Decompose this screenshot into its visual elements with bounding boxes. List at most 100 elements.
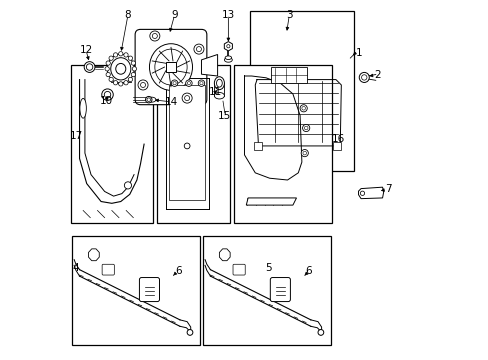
Ellipse shape: [110, 58, 131, 80]
Ellipse shape: [184, 96, 189, 100]
Polygon shape: [201, 54, 217, 76]
Ellipse shape: [226, 45, 229, 48]
Bar: [156, 65, 230, 223]
Ellipse shape: [359, 72, 368, 82]
Text: 5: 5: [265, 262, 272, 273]
Ellipse shape: [106, 72, 110, 77]
Polygon shape: [224, 41, 232, 51]
Text: 10: 10: [100, 96, 113, 106]
Text: 4: 4: [73, 262, 79, 273]
Ellipse shape: [107, 54, 134, 84]
Text: 1: 1: [355, 48, 362, 58]
Ellipse shape: [131, 61, 135, 65]
Ellipse shape: [216, 79, 222, 87]
Text: 14: 14: [164, 97, 177, 107]
Ellipse shape: [200, 82, 203, 85]
Bar: [70, 65, 153, 223]
Ellipse shape: [149, 31, 160, 41]
Bar: [203, 235, 330, 345]
Ellipse shape: [155, 49, 187, 85]
Ellipse shape: [132, 67, 136, 71]
Ellipse shape: [300, 105, 306, 112]
Ellipse shape: [124, 182, 131, 189]
Text: 7: 7: [385, 184, 391, 194]
Text: 2: 2: [373, 70, 380, 80]
Ellipse shape: [86, 64, 93, 70]
Ellipse shape: [123, 53, 128, 57]
Ellipse shape: [80, 98, 86, 118]
Ellipse shape: [214, 77, 224, 90]
Polygon shape: [88, 249, 99, 261]
Text: 13: 13: [221, 10, 235, 20]
Ellipse shape: [106, 61, 110, 65]
Text: 16: 16: [331, 134, 345, 144]
Text: 8: 8: [124, 10, 131, 20]
Ellipse shape: [102, 89, 113, 100]
Text: 17: 17: [69, 131, 82, 141]
Ellipse shape: [303, 151, 306, 155]
Ellipse shape: [109, 56, 113, 60]
Bar: [169, 85, 204, 200]
Bar: [332, 141, 340, 149]
Text: 9: 9: [171, 10, 178, 20]
Ellipse shape: [131, 72, 135, 77]
Ellipse shape: [214, 93, 224, 99]
Ellipse shape: [145, 96, 152, 103]
Ellipse shape: [361, 75, 366, 80]
Text: 6: 6: [305, 266, 312, 276]
Ellipse shape: [113, 53, 118, 57]
Text: 11: 11: [208, 87, 221, 97]
Ellipse shape: [304, 126, 307, 130]
Ellipse shape: [152, 33, 157, 39]
Bar: [72, 235, 199, 345]
Ellipse shape: [187, 82, 190, 85]
Ellipse shape: [194, 44, 203, 54]
Ellipse shape: [84, 62, 95, 72]
Ellipse shape: [182, 93, 192, 103]
Text: 3: 3: [285, 10, 292, 20]
Ellipse shape: [302, 125, 309, 132]
Ellipse shape: [187, 329, 192, 335]
Polygon shape: [358, 187, 383, 199]
Bar: [233, 65, 332, 223]
Bar: [271, 67, 306, 83]
FancyBboxPatch shape: [135, 30, 206, 105]
Ellipse shape: [140, 82, 145, 87]
Ellipse shape: [301, 149, 308, 157]
Polygon shape: [246, 198, 296, 205]
Text: 15: 15: [218, 111, 231, 121]
Ellipse shape: [147, 97, 156, 102]
Ellipse shape: [119, 51, 122, 56]
Bar: [254, 141, 262, 149]
Ellipse shape: [171, 80, 178, 86]
Ellipse shape: [119, 82, 122, 86]
Ellipse shape: [128, 56, 132, 60]
Ellipse shape: [360, 191, 364, 195]
Ellipse shape: [184, 143, 190, 149]
Bar: [249, 12, 353, 171]
Bar: [166, 62, 175, 72]
Ellipse shape: [105, 67, 109, 71]
Ellipse shape: [113, 81, 118, 85]
Ellipse shape: [185, 80, 192, 86]
Ellipse shape: [196, 46, 201, 51]
Ellipse shape: [224, 58, 232, 62]
Polygon shape: [219, 249, 230, 261]
FancyBboxPatch shape: [102, 264, 114, 275]
Ellipse shape: [149, 44, 192, 90]
FancyBboxPatch shape: [139, 278, 159, 302]
Ellipse shape: [317, 329, 323, 335]
Ellipse shape: [301, 107, 305, 110]
Ellipse shape: [138, 80, 148, 90]
Ellipse shape: [173, 82, 176, 85]
Ellipse shape: [128, 77, 132, 82]
Ellipse shape: [104, 91, 110, 98]
Text: 12: 12: [79, 45, 92, 55]
Text: 6: 6: [175, 266, 181, 276]
Ellipse shape: [123, 81, 128, 85]
Ellipse shape: [116, 63, 125, 74]
Ellipse shape: [224, 56, 231, 59]
FancyBboxPatch shape: [270, 278, 290, 302]
Ellipse shape: [109, 77, 113, 82]
FancyBboxPatch shape: [233, 264, 244, 275]
